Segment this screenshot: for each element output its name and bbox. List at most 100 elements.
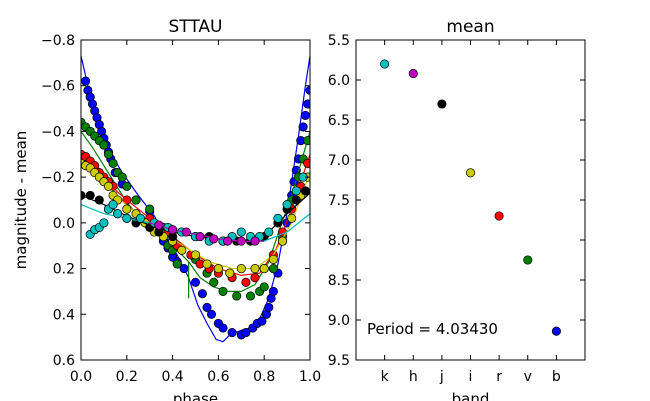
series-0-point: [298, 122, 308, 132]
mean-plot-area: [380, 59, 561, 336]
band-tick-label: v: [524, 369, 532, 385]
series-6-point: [195, 232, 205, 242]
series-4-point: [300, 186, 310, 196]
series-3-point: [287, 213, 297, 223]
series-0-point: [197, 289, 207, 299]
series-1-point: [145, 204, 155, 214]
light-curve-ylabel: magnitude - mean: [12, 131, 30, 270]
series-4-point: [85, 190, 95, 200]
series-3-point: [268, 254, 278, 264]
series-5-point: [273, 213, 283, 223]
series-5: [81, 172, 310, 246]
series-5-point: [122, 213, 132, 223]
series-2-point: [250, 273, 260, 283]
series-5-point: [135, 213, 146, 223]
series-1-point: [131, 195, 141, 205]
mean-y-tick-label: 5.5: [328, 33, 350, 49]
series-6-point: [236, 236, 246, 246]
series-1-point: [218, 286, 228, 296]
series-0-point: [218, 323, 228, 333]
series-5-point: [264, 227, 274, 237]
mean-frame: [355, 39, 586, 361]
series-6-point: [154, 220, 164, 230]
series-4-point: [94, 195, 104, 205]
y-tick-label: 0.6: [53, 353, 75, 369]
series-3-point: [122, 204, 132, 214]
series-1-point: [103, 149, 114, 159]
series-0-point: [268, 286, 278, 296]
series-0-point: [190, 277, 201, 287]
series-5-point: [282, 200, 292, 210]
mean-y-tick-label: 8.5: [328, 273, 350, 289]
light-curve-ticks: 0.0 0.2 0.4 0.6 0.8 1.0 −0.8 −0.6 −0.4 −0.2 0.0 0.2…: [41, 33, 321, 385]
series-0-point: [81, 76, 91, 86]
mean-ticks: k h j i r v b 5.5 6.0 6.5 7.0 7.5 8.0 8.5 9.0 9.5: [328, 33, 585, 385]
series-3-point: [277, 236, 288, 246]
series-1-point: [172, 259, 182, 269]
series-5-point: [99, 218, 109, 228]
series-0-point: [264, 302, 274, 312]
x-tick-label: 0.6: [207, 369, 229, 385]
mean-y-tick-label: 8.0: [328, 233, 350, 249]
series-0-point: [303, 99, 310, 109]
series-6: [149, 220, 265, 246]
y-tick-label: 0.2: [53, 262, 75, 278]
series-3-point: [190, 250, 201, 260]
mean-xlabel: band: [452, 390, 490, 401]
light-curve-plot-area: [81, 55, 310, 343]
series-0-point: [206, 309, 217, 319]
y-tick-label: −0.4: [41, 124, 75, 140]
band-mean-point-v: [523, 255, 533, 265]
series-0-point: [227, 328, 237, 338]
band-tick-label: r: [496, 369, 502, 385]
series-0-point: [202, 302, 212, 312]
series-0-point: [300, 110, 310, 120]
series-1-point: [245, 291, 256, 301]
mean-title: mean: [446, 17, 494, 37]
series-1-point: [232, 291, 242, 301]
light-curve-title: STTAU: [168, 17, 222, 37]
band-tick-label: i: [469, 369, 473, 385]
x-tick-label: 0.0: [70, 369, 92, 385]
series-3-point: [225, 268, 235, 278]
y-tick-label: −0.8: [41, 33, 75, 49]
series-3-point: [213, 264, 223, 274]
y-tick-label: 0.4: [53, 307, 75, 323]
series-5-point: [291, 186, 301, 196]
mean-y-tick-label: 9.0: [328, 313, 350, 329]
series-3-point: [177, 245, 187, 255]
series-1: [81, 117, 310, 301]
band-tick-label: j: [439, 369, 444, 385]
series-6-point: [223, 236, 233, 246]
x-tick-label: 0.4: [161, 369, 183, 385]
series-1-point: [117, 172, 127, 182]
x-tick-label: 1.0: [299, 369, 321, 385]
band-tick-label: b: [552, 369, 561, 385]
band-mean-point-j: [437, 99, 447, 109]
mean-panel: mean k h j i r v b5.56.06.57.07.58.08.59.09.5 …: [328, 17, 586, 401]
mean-y-tick-label: 7.5: [328, 193, 350, 209]
light-curve-panel: STTAU 0.0 0.2 0.4 0.6 0.8 1.0 −0.8 −0.6 −0.4 −0.2…: [12, 17, 321, 401]
band-tick-label: h: [409, 369, 418, 385]
series-5-point: [236, 227, 246, 237]
series-3-point: [103, 181, 114, 191]
x-tick-label: 0.2: [116, 369, 138, 385]
series-6-point: [250, 236, 260, 246]
band-mean-point-h: [408, 69, 418, 79]
series-5-point: [113, 209, 123, 219]
light-curve-frame: [80, 39, 311, 361]
series-5-point: [108, 200, 118, 210]
band-mean-point-k: [380, 59, 390, 69]
series-6-point: [209, 234, 219, 244]
series-0-point: [241, 328, 251, 338]
y-tick-label: −0.6: [41, 79, 75, 95]
x-tick-label: 0.8: [253, 369, 275, 385]
series-2-point: [122, 195, 132, 205]
series-2-point: [303, 158, 310, 168]
series-3-point: [250, 264, 260, 274]
series-4-point: [291, 195, 301, 205]
series-6-point: [168, 225, 178, 235]
mean-y-tick-label: 6.0: [328, 73, 350, 89]
